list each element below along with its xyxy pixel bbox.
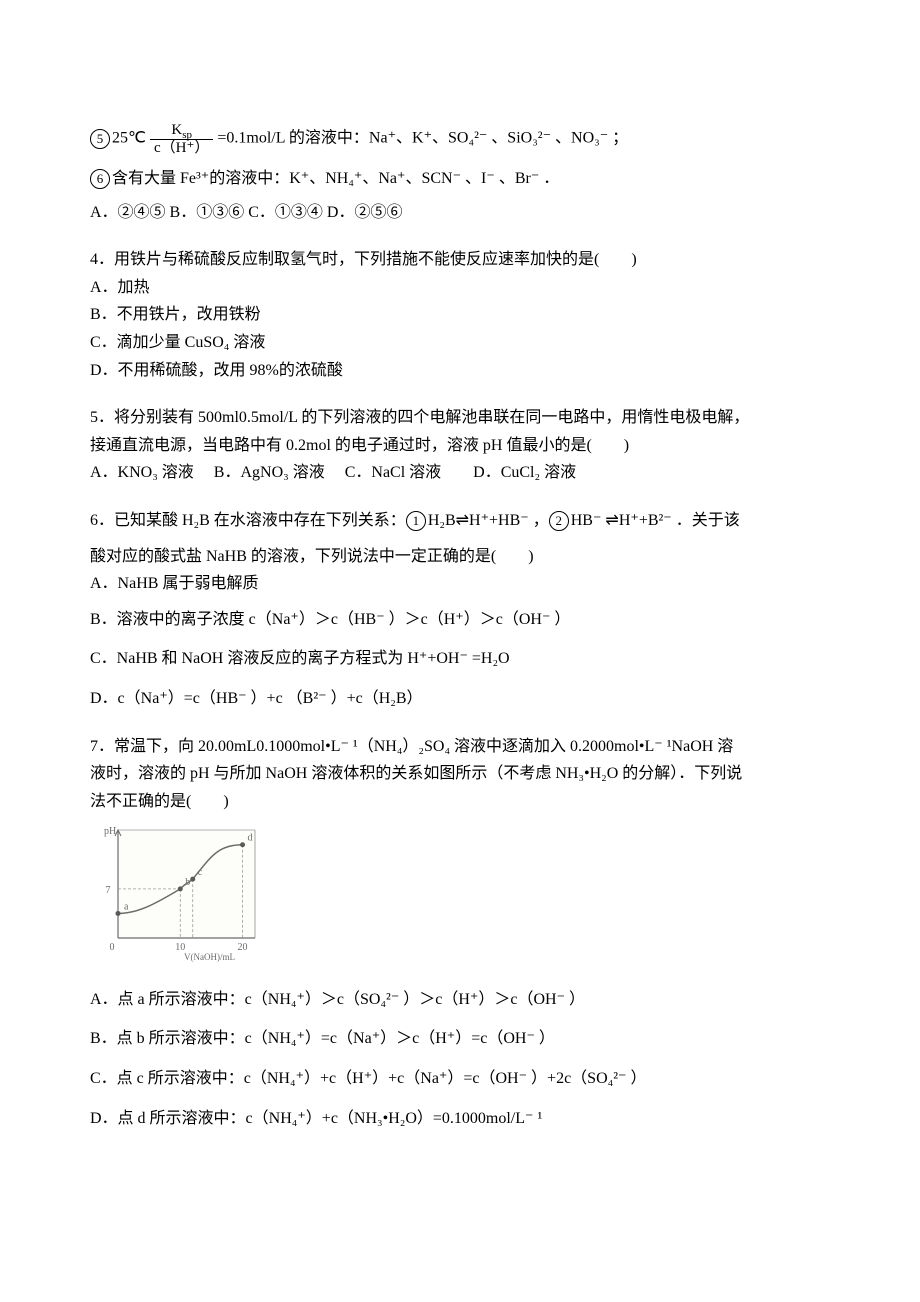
q3-item5-prefix: 25℃ (112, 130, 146, 147)
q6-option-c: C．NaHB 和 NaOH 溶液反应的离子方程式为 H⁺+OH⁻ =H₂O (90, 646, 830, 672)
svg-text:7: 7 (106, 885, 111, 896)
svg-text:d: d (248, 833, 253, 844)
question-6: 6．已知某酸 H₂B 在水溶液中存在下列关系：1H₂B⇌H⁺+HB⁻ ，2HB⁻… (90, 508, 830, 712)
q4-option-c: C．滴加少量 CuSO₄ 溶液 (90, 330, 830, 356)
circled-6: 6 (90, 169, 110, 189)
circled-2: 2 (549, 511, 569, 531)
q3-item-6: 6含有大量 Fe³⁺的溶液中：K⁺、NH₄⁺、Na⁺、SCN⁻ 、I⁻ 、Br⁻… (90, 166, 830, 192)
svg-text:a: a (124, 902, 129, 913)
q7-option-d: D．点 d 所示溶液中：c（NH₄⁺）+c（NH₃•H₂O）=0.1000mol… (90, 1106, 830, 1132)
q4-option-b: B．不用铁片，改用铁粉 (90, 302, 830, 328)
q6-option-a: A．NaHB 属于弱电解质 (90, 571, 830, 597)
q7-chart: abcd7pH1020V(NaOH)/mL0 (90, 822, 265, 962)
svg-text:V(NaOH)/mL: V(NaOH)/mL (184, 952, 235, 962)
svg-text:c: c (198, 867, 203, 878)
q7-option-b: B．点 b 所示溶液中：c（NH₄⁺）=c（Na⁺）＞c（H⁺）=c（OH⁻ ） (90, 1026, 830, 1052)
q4-option-a: A．加热 (90, 275, 830, 301)
q7-option-a: A．点 a 所示溶液中：c（NH₄⁺）＞c（SO₄²⁻ ）＞c（H⁺）＞c（OH… (90, 987, 830, 1013)
question-4: 4．用铁片与稀硫酸反应制取氢气时，下列措施不能使反应速率加快的是( ) A．加热… (90, 247, 830, 383)
q5-stem-2: 接通直流电源，当电路中有 0.2mol 的电子通过时，溶液 pH 值最小的是( … (90, 433, 830, 459)
q7-stem-3: 法不正确的是( ) (90, 789, 830, 815)
q7-stem-1: 7．常温下，向 20.00mL0.1000mol•L⁻ ¹（NH₄）₂SO₄ 溶… (90, 734, 830, 760)
q6-stem-1: 6．已知某酸 H₂B 在水溶液中存在下列关系：1H₂B⇌H⁺+HB⁻ ，2HB⁻… (90, 508, 830, 534)
q6-stem-2: 酸对应的酸式盐 NaHB 的溶液，下列说法中一定正确的是( ) (90, 544, 830, 570)
q6-option-d: D．c（Na⁺）=c（HB⁻ ）+c （B²⁻ ）+c（H₂B） (90, 686, 830, 712)
q3-item-5: 525℃ Ksp c（H⁺） =0.1mol/L 的溶液中：Na⁺、K⁺、SO₄… (90, 122, 830, 156)
q4-option-d: D．不用稀硫酸，改用 98%的浓硫酸 (90, 358, 830, 384)
q3-item5-rest: =0.1mol/L 的溶液中：Na⁺、K⁺、SO₄²⁻ 、SiO₃²⁻ 、NO₃… (213, 130, 628, 147)
q7-option-c: C．点 c 所示溶液中：c（NH₄⁺）+c（H⁺）+c（Na⁺）=c（OH⁻ ）… (90, 1066, 830, 1092)
svg-text:20: 20 (238, 942, 248, 953)
svg-text:b: b (185, 877, 190, 888)
q5-stem-1: 5．将分别装有 500ml0.5mol/L 的下列溶液的四个电解池串联在同一电路… (90, 405, 830, 431)
circled-5: 5 (90, 129, 110, 149)
q4-stem: 4．用铁片与稀硫酸反应制取氢气时，下列措施不能使反应速率加快的是( ) (90, 247, 830, 273)
fraction-ksp: Ksp c（H⁺） (150, 122, 213, 156)
svg-text:0: 0 (110, 942, 115, 953)
circled-1: 1 (406, 511, 426, 531)
question-5: 5．将分别装有 500ml0.5mol/L 的下列溶液的四个电解池串联在同一电路… (90, 405, 830, 486)
svg-text:pH: pH (104, 826, 116, 837)
question-3-tail: 525℃ Ksp c（H⁺） =0.1mol/L 的溶液中：Na⁺、K⁺、SO₄… (90, 122, 830, 225)
q5-options: A．KNO₃ 溶液 B．AgNO₃ 溶液 C．NaCl 溶液 D．CuCl₂ 溶… (90, 460, 830, 486)
question-7: 7．常温下，向 20.00mL0.1000mol•L⁻ ¹（NH₄）₂SO₄ 溶… (90, 734, 830, 1132)
q6-option-b: B．溶液中的离子浓度 c（Na⁺）＞c（HB⁻ ）＞c（H⁺）＞c（OH⁻ ） (90, 607, 830, 633)
q7-stem-2: 液时，溶液的 pH 与所加 NaOH 溶液体积的关系如图所示（不考虑 NH₃•H… (90, 761, 830, 787)
q3-options: A．②④⑤ B．①③⑥ C．①③④ D．②⑤⑥ (90, 200, 830, 226)
